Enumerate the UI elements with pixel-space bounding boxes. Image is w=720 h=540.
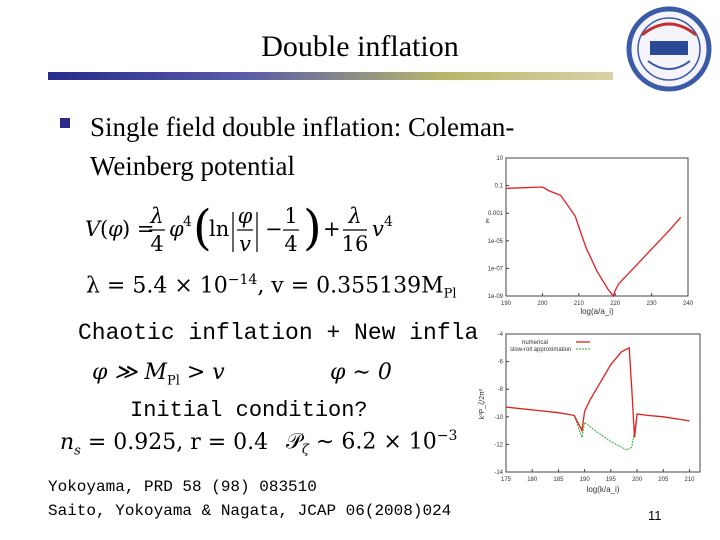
- planck-sub-2: Pl: [166, 373, 180, 389]
- power-xtick-label: 195: [606, 477, 617, 483]
- power-xtick-label: 190: [580, 477, 591, 483]
- lambda-exponent: −14: [227, 272, 258, 288]
- v-value: , v = 0.355139M: [257, 273, 444, 299]
- epsilon-xtick-label: 240: [683, 301, 694, 307]
- legend-numerical-label: numerical: [522, 340, 548, 346]
- power-ytick-label: -4: [498, 332, 504, 338]
- epsilon-chart-frame: [505, 157, 689, 297]
- power-xtick-label: 205: [658, 477, 669, 483]
- initial-condition-text: Initial condition?: [130, 398, 368, 423]
- p-value: ∼ 6.2 × 10: [308, 429, 437, 455]
- power-ytick-label: -8: [498, 387, 504, 393]
- svg-text:(: (: [100, 217, 108, 241]
- epsilon-ytick-label: 1e-07: [488, 266, 504, 272]
- condition-new: φ ∼ 0: [330, 360, 392, 385]
- svg-text:v: v: [372, 217, 384, 241]
- svg-text:4: 4: [150, 232, 163, 256]
- svg-text:4: 4: [384, 214, 393, 230]
- epsilon-ytick-label: 1e-05: [488, 239, 504, 245]
- svg-text:−: −: [265, 217, 283, 241]
- slide-title: Double inflation: [261, 30, 459, 63]
- epsilon-chart: 10 0.1 0.001 1e-05 1e-07 1e-09 190 200 210 220 23…: [486, 156, 694, 316]
- svg-text:): ): [303, 200, 322, 256]
- svg-text:4: 4: [284, 232, 297, 256]
- power-xtick-label: 185: [553, 477, 564, 483]
- epsilon-ytick-label: 0.001: [488, 211, 504, 217]
- parameter-line: λ = 5.4 × 10−14, v = 0.355139MPl: [86, 272, 457, 302]
- title-rule: [48, 72, 613, 80]
- page-number: 11: [648, 508, 662, 523]
- epsilon-ytick-label: 10: [496, 156, 503, 162]
- svg-text:16: 16: [342, 232, 369, 256]
- svg-text:1: 1: [284, 204, 297, 228]
- epsilon-ytick-label: 0.1: [495, 184, 504, 190]
- power-chart-frame: [505, 333, 701, 473]
- epsilon-xtick-label: 200: [537, 301, 548, 307]
- p-symbol: 𝒫: [286, 429, 302, 455]
- svg-text:(: (: [193, 200, 212, 256]
- svg-text:φ: φ: [238, 204, 253, 228]
- ns-symbol: n: [60, 430, 75, 455]
- power-ylabel: k³P_ζ/2π²: [479, 388, 486, 419]
- epsilon-ylabel: ε: [486, 216, 490, 225]
- p-exponent: −3: [436, 428, 458, 444]
- svg-text:λ: λ: [149, 204, 163, 228]
- potential-formula: V ( φ ) = λ 4 φ 4 ( ln φ v − 1 4 ) + λ 1…: [85, 200, 393, 256]
- power-spectrum-chart: -4 -6 -8 -10 -12 -14 175 180 185 190 195 200 205 210…: [479, 332, 701, 494]
- bullet-text: Single field double inflation: Coleman-W…: [90, 112, 515, 181]
- reference-2: Saito, Yokoyama & Nagata, JCAP 06(2008)0…: [48, 502, 452, 520]
- spectral-index-line: ns = 0.925, r = 0.4: [60, 430, 268, 458]
- power-ytick-label: -6: [498, 360, 504, 366]
- power-xlabel: log(k/a_i): [587, 485, 620, 494]
- svg-text:φ: φ: [169, 217, 184, 241]
- power-spectrum-line: 𝒫ζ ∼ 6.2 × 10−3: [286, 428, 457, 458]
- ns-r-values: = 0.925, r = 0.4: [80, 430, 269, 455]
- power-ytick-label: -14: [494, 470, 503, 476]
- phi-condition-1-rest: > v: [179, 360, 225, 385]
- svg-text:V: V: [85, 217, 102, 241]
- epsilon-xtick-label: 190: [501, 301, 512, 307]
- epsilon-ytick-label: 1e-09: [488, 294, 504, 300]
- p-sub: ζ: [301, 442, 309, 458]
- chaotic-inflation-text: Chaotic inflation + New infla: [78, 320, 479, 346]
- power-xtick-label: 180: [527, 477, 538, 483]
- epsilon-xtick-label: 210: [574, 301, 585, 307]
- ns-sub: s: [74, 443, 81, 459]
- power-xtick-label: 175: [501, 477, 512, 483]
- svg-text:) =: ) =: [122, 217, 154, 241]
- numerical-series-line: [505, 346, 690, 438]
- svg-text:φ: φ: [108, 217, 123, 241]
- legend-slowroll-label: slow-roll approximation: [510, 347, 571, 353]
- condition-chaotic: φ ≫ MPl > v: [92, 360, 225, 388]
- power-ytick-label: -10: [494, 415, 503, 421]
- epsilon-xtick-label: 230: [647, 301, 658, 307]
- university-logo: [626, 6, 712, 92]
- epsilon-xtick-label: 220: [610, 301, 621, 307]
- reference-1: Yokoyama, PRD 58 (98) 083510: [48, 478, 317, 496]
- svg-text:+: +: [323, 217, 341, 241]
- svg-text:ln: ln: [209, 217, 229, 241]
- bullet-marker: [60, 118, 70, 128]
- svg-text:4: 4: [183, 214, 192, 230]
- svg-text:v: v: [239, 232, 251, 256]
- epsilon-series-line: [505, 186, 682, 298]
- phi-condition-1: φ ≫ M: [92, 360, 167, 385]
- svg-text:λ: λ: [347, 204, 361, 228]
- planck-sub: Pl: [443, 286, 457, 302]
- epsilon-xlabel: log(a/a_i): [580, 307, 614, 316]
- power-xtick-label: 210: [685, 477, 696, 483]
- lambda-value: λ = 5.4 × 10: [86, 273, 228, 299]
- power-xtick-label: 200: [632, 477, 643, 483]
- power-ytick-label: -12: [494, 442, 503, 448]
